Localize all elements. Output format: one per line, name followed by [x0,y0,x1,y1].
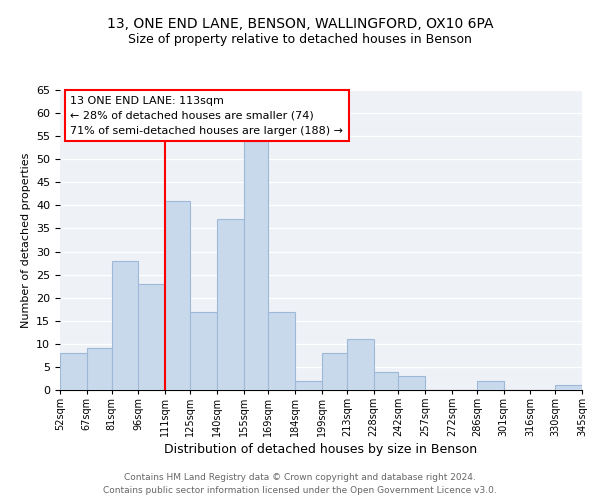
Bar [322,353,347,390]
Bar [268,312,295,390]
Bar [295,381,322,390]
Text: 13, ONE END LANE, BENSON, WALLINGFORD, OX10 6PA: 13, ONE END LANE, BENSON, WALLINGFORD, O… [107,18,493,32]
Text: Distribution of detached houses by size in Benson: Distribution of detached houses by size … [164,442,478,456]
Y-axis label: Number of detached properties: Number of detached properties [20,152,31,328]
Text: 13 ONE END LANE: 113sqm
← 28% of detached houses are smaller (74)
71% of semi-de: 13 ONE END LANE: 113sqm ← 28% of detache… [70,96,343,136]
Bar [555,386,582,390]
Bar [477,381,503,390]
Bar [190,312,217,390]
Bar [112,261,139,390]
Bar [347,339,374,390]
Bar [374,372,398,390]
Bar [87,348,112,390]
Text: Contains public sector information licensed under the Open Government Licence v3: Contains public sector information licen… [103,486,497,495]
Bar [244,141,268,390]
Bar [217,219,244,390]
Bar [139,284,165,390]
Bar [165,201,190,390]
Bar [398,376,425,390]
Bar [60,353,87,390]
Text: Size of property relative to detached houses in Benson: Size of property relative to detached ho… [128,32,472,46]
Text: Contains HM Land Registry data © Crown copyright and database right 2024.: Contains HM Land Registry data © Crown c… [124,472,476,482]
